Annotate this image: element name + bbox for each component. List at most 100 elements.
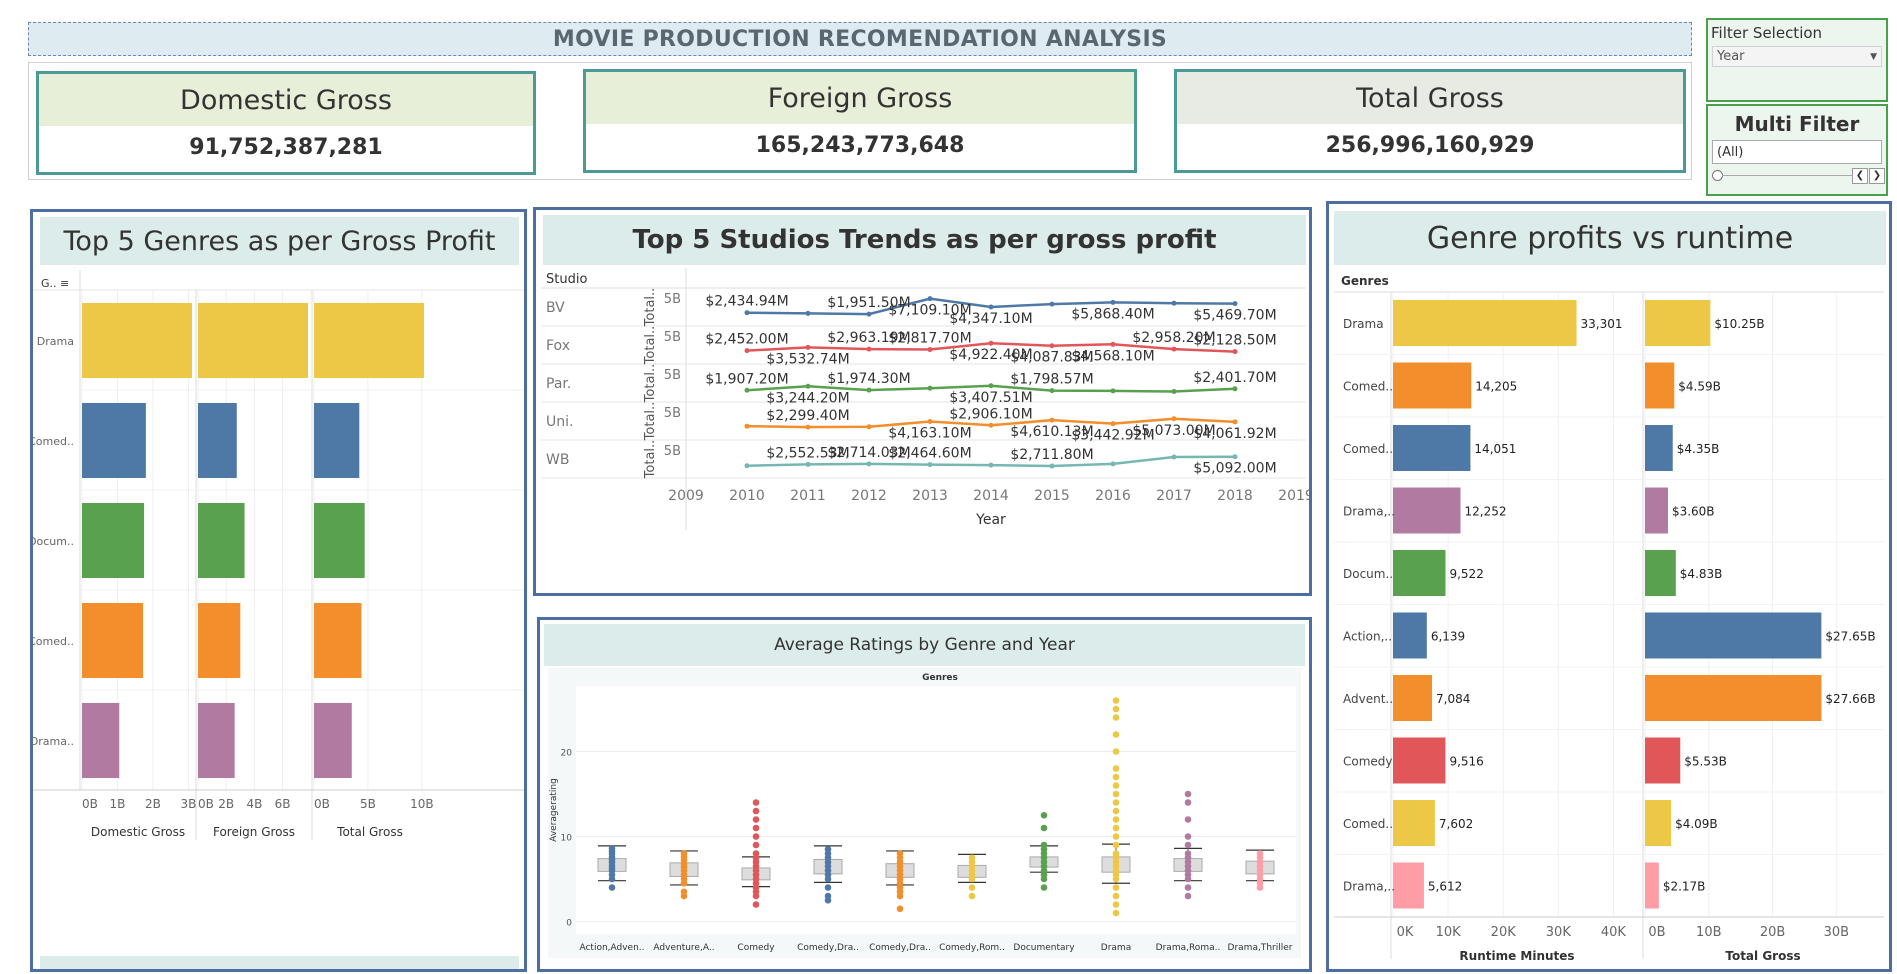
genre-bar xyxy=(314,703,352,778)
metric-bar xyxy=(1393,675,1433,721)
rating-point xyxy=(752,816,760,823)
genre-bar xyxy=(198,303,308,378)
trend-point xyxy=(1171,300,1177,306)
metric-bar xyxy=(1645,362,1675,409)
genre-bar xyxy=(198,403,237,478)
rating-point xyxy=(752,841,760,849)
bar-value-label: $27.65B xyxy=(1825,630,1875,644)
x-tick-label: 2012 xyxy=(851,488,887,504)
x-tick-label: 2016 xyxy=(1095,488,1131,504)
trend-point xyxy=(1232,301,1238,307)
kpi-value: 165,243,773,648 xyxy=(755,132,965,158)
x-tick-label: Comedy,Dra.. xyxy=(797,943,859,953)
rating-point xyxy=(1112,705,1120,713)
category-label: Comed.. xyxy=(1343,380,1393,394)
x-tick-label: 10B xyxy=(1696,925,1721,940)
chevron-left-icon[interactable]: ❮ xyxy=(1852,168,1868,184)
metric-bar xyxy=(1645,737,1681,784)
y-tick-label: 10 xyxy=(561,834,573,844)
top-genres-panel: Top 5 Genres as per Gross Profit G.. ≡ 0B… xyxy=(30,209,527,972)
top-genres-footer xyxy=(40,956,519,969)
data-label: $1,907.20M xyxy=(705,371,788,387)
rating-point xyxy=(1112,714,1120,721)
metric-bar xyxy=(1645,487,1668,534)
data-label: $5,868.40M xyxy=(1071,306,1154,322)
rating-point xyxy=(1112,748,1120,755)
rating-point xyxy=(1112,850,1120,857)
trend-point xyxy=(1171,346,1177,352)
data-label: $4,610.13M xyxy=(1010,424,1093,440)
rating-point xyxy=(1112,765,1120,772)
row-header: G.. ≡ xyxy=(41,277,69,290)
kpi-label: Foreign Gross xyxy=(586,72,1134,124)
rating-point xyxy=(1112,790,1120,798)
data-label: $5,092.00M xyxy=(1193,461,1276,477)
trend-point xyxy=(988,422,994,428)
data-label: $1,974.30M xyxy=(827,371,910,387)
bar-value-label: 5,612 xyxy=(1428,880,1462,894)
x-tick-label: 20B xyxy=(1760,925,1785,940)
metric-bar xyxy=(1393,487,1461,534)
slider-track[interactable] xyxy=(1722,175,1852,176)
genre-bar xyxy=(82,503,145,578)
metric-bar xyxy=(1645,800,1672,846)
rating-point xyxy=(1184,833,1192,840)
column-header: Genres xyxy=(922,673,958,683)
multi-filter-panel: Multi Filter (All) ❮ ❯ xyxy=(1706,104,1888,196)
bar-value-label: 14,051 xyxy=(1474,442,1516,456)
filter-selection-dropdown[interactable]: Year ▼ xyxy=(1712,46,1882,67)
genre-bar xyxy=(314,603,362,678)
x-tick-label: 2B xyxy=(145,797,161,811)
trend-point xyxy=(866,461,872,467)
data-label: $3,407.51M xyxy=(949,390,1032,406)
rating-point xyxy=(752,901,760,908)
y-axis-title: Total.. xyxy=(643,364,658,404)
rating-point xyxy=(1112,884,1120,891)
rating-point xyxy=(1112,841,1120,849)
y-tick-label: 5B xyxy=(664,330,681,345)
category-label: Drama xyxy=(37,335,74,348)
rating-point xyxy=(1112,816,1120,823)
x-tick-label: Comedy,Rom.. xyxy=(939,943,1005,953)
runtime-title: Genre profits vs runtime xyxy=(1334,211,1886,265)
metric-bar xyxy=(1393,862,1424,909)
genre-bar xyxy=(82,403,146,478)
data-label: $2,817.70M xyxy=(888,331,971,347)
category-label: Drama,.. xyxy=(1343,880,1395,894)
rating-point xyxy=(1184,892,1192,900)
y-axis-title: Total.. xyxy=(643,326,658,366)
x-axis-title: Total Gross xyxy=(1725,949,1800,963)
x-tick-label: 4B xyxy=(246,797,262,811)
studio-label: BV xyxy=(546,300,565,316)
data-label: $4,347.10M xyxy=(949,311,1032,327)
trend-point xyxy=(927,462,933,468)
x-tick-label: 40K xyxy=(1601,925,1627,940)
x-tick-label: 20K xyxy=(1491,925,1517,940)
y-tick-label: 20 xyxy=(561,749,573,759)
x-tick-label: 0B xyxy=(1648,925,1665,940)
data-label: $4,568.10M xyxy=(1071,348,1154,364)
bar-value-label: $3.60B xyxy=(1672,505,1715,519)
genre-bar xyxy=(82,703,120,778)
category-label: Comed.. xyxy=(33,435,74,448)
data-label: $2,128.50M xyxy=(1193,333,1276,349)
data-label: $2,714.03M xyxy=(827,445,910,461)
x-tick-label: Comedy xyxy=(737,943,775,953)
x-tick-label: 6B xyxy=(275,797,291,811)
data-label: $1,798.57M xyxy=(1010,372,1093,388)
trend-point xyxy=(805,310,811,316)
x-tick-label: Drama,Thriller xyxy=(1228,943,1293,953)
genre-bar xyxy=(198,503,245,578)
genre-bar xyxy=(82,303,192,378)
multi-filter-input[interactable]: (All) xyxy=(1712,140,1882,164)
data-label: $4,922.40M xyxy=(949,347,1032,363)
category-label: Comed.. xyxy=(1343,817,1393,831)
metric-bar xyxy=(1393,612,1427,659)
y-axis-title: Averagerating xyxy=(549,778,559,842)
chevron-right-icon[interactable]: ❯ xyxy=(1869,168,1885,184)
trend-point xyxy=(1049,463,1055,469)
caret-down-icon: ▼ xyxy=(1870,51,1877,62)
trend-point xyxy=(988,304,994,310)
bar-value-label: $4.83B xyxy=(1680,567,1723,581)
ratings-chart: Genres 0 10 20 Averagerating Action,Adven.. Ad… xyxy=(548,668,1301,958)
